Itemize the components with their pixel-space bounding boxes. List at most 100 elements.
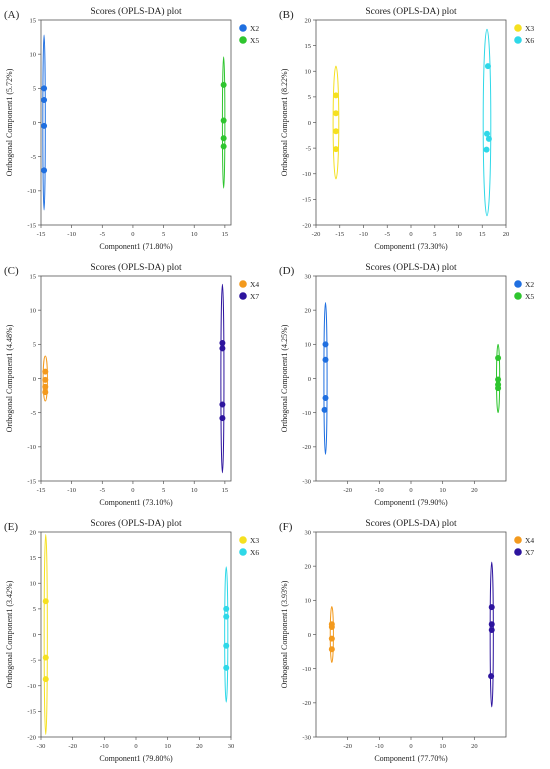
data-point xyxy=(223,613,230,620)
x-tick-label: -15 xyxy=(37,231,46,238)
data-point xyxy=(485,135,492,142)
legend-marker xyxy=(514,536,522,544)
data-point xyxy=(219,401,226,408)
confidence-ellipse xyxy=(43,534,48,735)
y-tick-label: -20 xyxy=(302,444,311,451)
y-tick-label: -20 xyxy=(302,700,311,707)
y-tick-label: 10 xyxy=(30,51,37,58)
chart-panel-6: (F) Scores (OPLS-DA) plot -20 -10 0 10 20 -30 -2… xyxy=(275,512,550,768)
plot-frame xyxy=(40,19,232,226)
y-axis-label: Orthogonal Component1 (4.48%) xyxy=(5,324,14,432)
confidence-ellipse xyxy=(220,283,225,474)
legend-marker xyxy=(514,548,522,556)
y-tick-label: 15 xyxy=(30,17,37,24)
y-axis-label: Orthogonal Component1 (8.22%) xyxy=(280,68,289,176)
y-axis-label: Orthogonal Component1 (3.42%) xyxy=(5,580,14,688)
legend-label: X2 xyxy=(525,280,534,289)
data-point xyxy=(322,341,329,348)
series-X3 xyxy=(42,534,49,735)
data-point xyxy=(219,339,226,346)
x-tick-label: 20 xyxy=(471,743,478,750)
panel-tag: (A) xyxy=(4,9,20,21)
y-tick-label: 15 xyxy=(30,273,37,280)
y-tick-label: -10 xyxy=(27,683,36,690)
data-point xyxy=(223,605,230,612)
data-point xyxy=(488,627,495,634)
x-tick-label: -20 xyxy=(343,487,352,494)
data-point xyxy=(42,598,49,605)
data-point xyxy=(332,128,339,135)
x-tick-label: 5 xyxy=(162,231,165,238)
legend-marker xyxy=(239,36,247,44)
confidence-ellipse xyxy=(224,566,229,703)
data-point xyxy=(484,63,491,70)
x-axis-label: Component1 (79.80%) xyxy=(99,754,173,763)
legend-label: X5 xyxy=(525,292,534,301)
series-X2 xyxy=(41,34,48,211)
y-tick-label: -15 xyxy=(27,709,36,716)
y-tick-label: -10 xyxy=(302,171,311,178)
data-point xyxy=(42,389,49,396)
y-tick-label: -5 xyxy=(306,145,311,152)
y-tick-label: -5 xyxy=(31,154,36,161)
plot-frame xyxy=(40,531,232,738)
x-tick-label: -10 xyxy=(375,743,384,750)
data-point xyxy=(321,406,328,413)
chart-title: Scores (OPLS-DA) plot xyxy=(90,262,182,273)
y-tick-label: 10 xyxy=(30,581,37,588)
data-point xyxy=(41,122,48,129)
data-point xyxy=(322,356,329,363)
data-point xyxy=(495,376,502,383)
y-tick-label: -15 xyxy=(302,197,311,204)
legend-marker xyxy=(239,292,247,300)
legend-label: X6 xyxy=(250,548,259,557)
x-tick-label: 10 xyxy=(191,231,198,238)
legend-label: X3 xyxy=(525,24,534,33)
x-tick-label: 10 xyxy=(164,743,171,750)
y-tick-label: 20 xyxy=(305,307,312,314)
series-X6 xyxy=(482,28,492,217)
y-tick-label: 20 xyxy=(305,563,312,570)
y-tick-label: 20 xyxy=(305,17,312,24)
y-tick-label: 20 xyxy=(30,529,37,536)
confidence-ellipse xyxy=(332,65,340,180)
data-point xyxy=(220,143,227,150)
x-tick-label: 15 xyxy=(222,487,229,494)
chart-svg: (A) Scores (OPLS-DA) plot -15 -10 -5 0 5 10 15 -1… xyxy=(4,6,259,251)
chart-title: Scores (OPLS-DA) plot xyxy=(365,262,457,273)
data-point xyxy=(223,642,230,649)
series-X4 xyxy=(42,355,49,402)
data-point xyxy=(322,394,329,401)
series-X5 xyxy=(495,343,502,414)
y-tick-label: -10 xyxy=(302,666,311,673)
y-tick-label: -5 xyxy=(31,410,36,417)
data-point xyxy=(41,96,48,103)
series-X5 xyxy=(220,56,227,189)
x-tick-label: 0 xyxy=(131,231,134,238)
x-tick-label: 10 xyxy=(439,743,446,750)
x-tick-label: -5 xyxy=(100,231,105,238)
chart-panel-3: (C) Scores (OPLS-DA) plot -15 -10 -5 0 5 10 15 -1… xyxy=(0,256,275,512)
x-tick-label: 0 xyxy=(131,487,134,494)
chart-title: Scores (OPLS-DA) plot xyxy=(365,518,457,529)
data-point xyxy=(328,635,335,642)
legend-marker xyxy=(239,548,247,556)
confidence-ellipse xyxy=(323,302,328,455)
x-tick-label: 20 xyxy=(196,743,203,750)
series-X3 xyxy=(332,65,340,180)
y-tick-label: 5 xyxy=(33,342,36,349)
legend-marker xyxy=(514,280,522,288)
series-X4 xyxy=(328,605,335,664)
data-point xyxy=(220,81,227,88)
legend-label: X5 xyxy=(250,36,259,45)
x-tick-label: -20 xyxy=(68,743,77,750)
confidence-ellipse xyxy=(482,28,492,217)
x-axis-label: Component1 (73.30%) xyxy=(374,242,448,251)
legend-label: X2 xyxy=(250,24,259,33)
data-point xyxy=(42,368,49,375)
panel-tag: (B) xyxy=(279,9,294,21)
legend-label: X6 xyxy=(525,36,534,45)
x-tick-label: 15 xyxy=(222,231,229,238)
data-point xyxy=(42,383,49,390)
